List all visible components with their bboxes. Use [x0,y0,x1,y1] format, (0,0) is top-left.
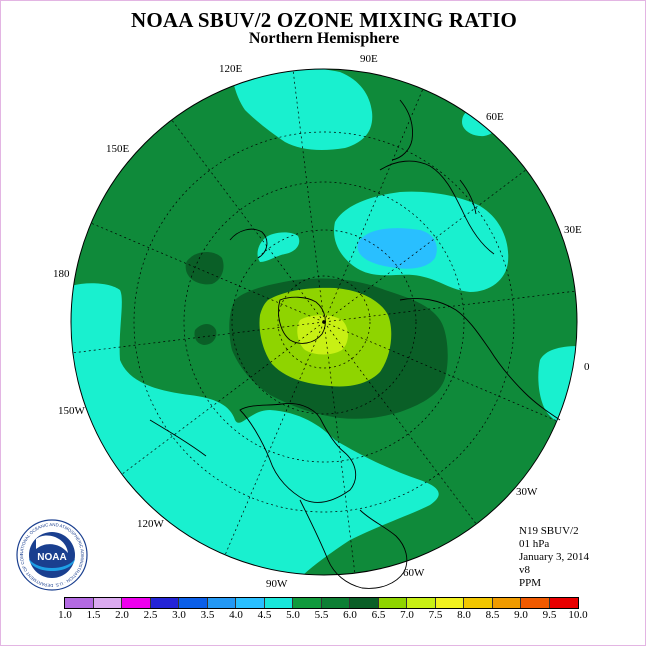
colorbar-tick-label: 1.5 [86,609,101,621]
colorbar-segment [293,598,322,608]
colorbar-tick-label: 5.0 [286,609,300,621]
lon-label-0: 0 [584,361,590,373]
darkgreen-region-small [194,324,217,345]
colorbar-tick-label: 4.0 [229,609,243,621]
darkgreen-region-west [185,252,224,285]
colorbar-segment [264,598,293,608]
lon-label-120w: 120W [137,518,164,530]
meridian-line [224,321,325,556]
satellite-text: N19 SBUV/2 [519,525,579,537]
cyan-region-small [257,232,300,262]
colorbar-tick-label: 2.0 [115,609,129,621]
colorbar-tick-label: 8.5 [485,609,500,621]
lon-label-150e: 150E [106,143,130,155]
coastlines [149,99,561,589]
lon-label-120e: 120E [219,63,243,75]
colorbar-segment [150,598,179,608]
colorbar-tick-label: 3.5 [200,609,215,621]
colorbar-tick-label: 6.5 [371,609,386,621]
version-text: v8 [519,564,530,576]
colorbar [64,597,579,609]
lon-label-150w: 150W [58,405,85,417]
latitude-circles [133,131,515,513]
units-text: PPM [519,577,542,589]
colorbar-tick-label: 7.5 [428,609,443,621]
colorbar-segment [93,598,122,608]
meridian-line [323,88,424,323]
pressure-level-text: 01 hPa [519,538,550,550]
meridian-line [72,321,325,354]
date-text: January 3, 2014 [519,551,589,563]
colorbar-segment [435,598,464,608]
meridian-lines [72,70,576,574]
colorbar-segment [65,598,94,608]
colorbar-segment [122,598,151,608]
logo-text: NOAA [37,552,66,563]
lon-label-60e: 60E [486,111,504,123]
colorbar-tick-label: 9.0 [514,609,528,621]
lon-label-60w: 60W [403,567,425,579]
lon-label-90e: 90E [360,53,378,65]
colorbar-segment [407,598,436,608]
colorbar-labels: 1.0 1.5 2.0 2.5 3.0 3.5 4.0 4.5 5.0 5.5 6.0 6.5 7.0 7… [0,609,648,623]
colorbar-segment [521,598,550,608]
colorbar-segment [321,598,350,608]
colorbar-tick-label: 5.5 [314,609,329,621]
colorbar-segment [549,598,578,608]
colorbar-segment [464,598,493,608]
lightblue-region [357,228,437,269]
colorbar-tick-label: 8.0 [457,609,471,621]
lon-label-30e: 30E [564,224,582,236]
map-border [70,68,578,576]
colorbar-tick-label: 10.0 [568,609,588,621]
meridian-line [171,119,325,323]
meridian-line [323,169,527,323]
cyan-region-north [230,69,373,150]
colorbar-tick-label: 9.5 [542,609,557,621]
colorbar-tick-label: 3.0 [172,609,186,621]
map-title: NOAA SBUV/2 OZONE MIXING RATIO [131,8,517,32]
yellowgreen-region [297,315,348,355]
lon-label-30w: 30W [516,486,538,498]
lon-label-180: 180 [53,268,70,280]
colorbar-tick-label: 6.0 [343,609,357,621]
colorbar-tick-label: 4.5 [257,609,272,621]
noaa-logo: NATIONAL OCEANIC AND ATMOSPHERIC ADMINIS… [16,519,88,591]
colorbar-segment [179,598,208,608]
map-subtitle: Northern Hemisphere [248,30,400,47]
lon-label-90w: 90W [266,578,288,590]
meridian-line [90,222,325,323]
colorbar-segment [236,598,265,608]
meridian-line [323,321,477,525]
colorbar-segment [378,598,407,608]
info-block: N19 SBUV/2 01 hPa January 3, 2014 v8 PPM [519,525,589,590]
meridian-line [323,321,558,422]
cyan-region-0 [538,346,577,430]
colorbar-tick-label: 7.0 [400,609,414,621]
colorbar-segment [492,598,521,608]
meridian-line [292,70,325,323]
colorbar-segment [207,598,236,608]
colorbar-segment [350,598,379,608]
colorbar-tick-label: 1.0 [58,609,72,621]
colorbar-tick-label: 2.5 [143,609,158,621]
meridian-line [121,321,325,475]
